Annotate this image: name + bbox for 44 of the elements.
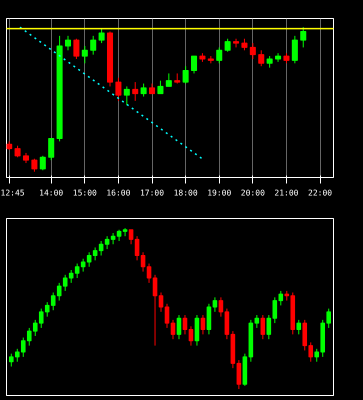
candlestick bbox=[149, 83, 156, 94]
candlestick bbox=[157, 80, 164, 94]
candlestick bbox=[194, 314, 200, 346]
candlestick bbox=[176, 314, 182, 340]
candlestick bbox=[292, 35, 298, 64]
candlestick bbox=[174, 72, 180, 84]
candlestick bbox=[283, 52, 290, 64]
candlestick bbox=[22, 152, 30, 164]
x-tick-label: 14:00 bbox=[39, 188, 64, 198]
candlestick bbox=[40, 155, 46, 171]
candlestick bbox=[98, 28, 105, 44]
candlestick bbox=[241, 38, 248, 51]
candlestick bbox=[250, 42, 256, 60]
candlestick bbox=[224, 38, 231, 52]
x-tick-label: 16:00 bbox=[106, 188, 131, 198]
candlestick bbox=[191, 56, 198, 74]
candlestick bbox=[90, 35, 96, 56]
x-tick-label: 15:00 bbox=[72, 188, 98, 198]
candlestick bbox=[216, 46, 222, 64]
x-tick-label: 17:00 bbox=[140, 188, 164, 198]
candlestick bbox=[296, 319, 302, 335]
candlestick bbox=[258, 50, 264, 67]
candlestick bbox=[300, 26, 306, 48]
x-tick-label: 19:00 bbox=[207, 188, 232, 198]
candlestick bbox=[132, 82, 138, 102]
candlestick bbox=[31, 158, 38, 172]
candlestick bbox=[266, 56, 273, 68]
candlestick bbox=[124, 86, 130, 106]
x-tick-label: 12:45 bbox=[0, 188, 25, 198]
candlestick bbox=[48, 138, 54, 161]
candlestick bbox=[82, 45, 88, 64]
candlestick bbox=[182, 66, 189, 84]
candlestick bbox=[64, 35, 72, 51]
x-tick-label: 20:00 bbox=[240, 188, 266, 198]
candlestick bbox=[166, 72, 172, 87]
candlestick bbox=[140, 83, 147, 98]
candlestick bbox=[14, 145, 21, 158]
candlestick bbox=[115, 77, 122, 102]
x-tick-label: 22:00 bbox=[308, 188, 332, 198]
candlestick bbox=[260, 314, 266, 340]
x-tick-label: 21:00 bbox=[274, 188, 299, 198]
candlestick bbox=[73, 38, 80, 60]
candlestick bbox=[200, 314, 206, 335]
x-tick-label: 18:00 bbox=[174, 188, 198, 198]
